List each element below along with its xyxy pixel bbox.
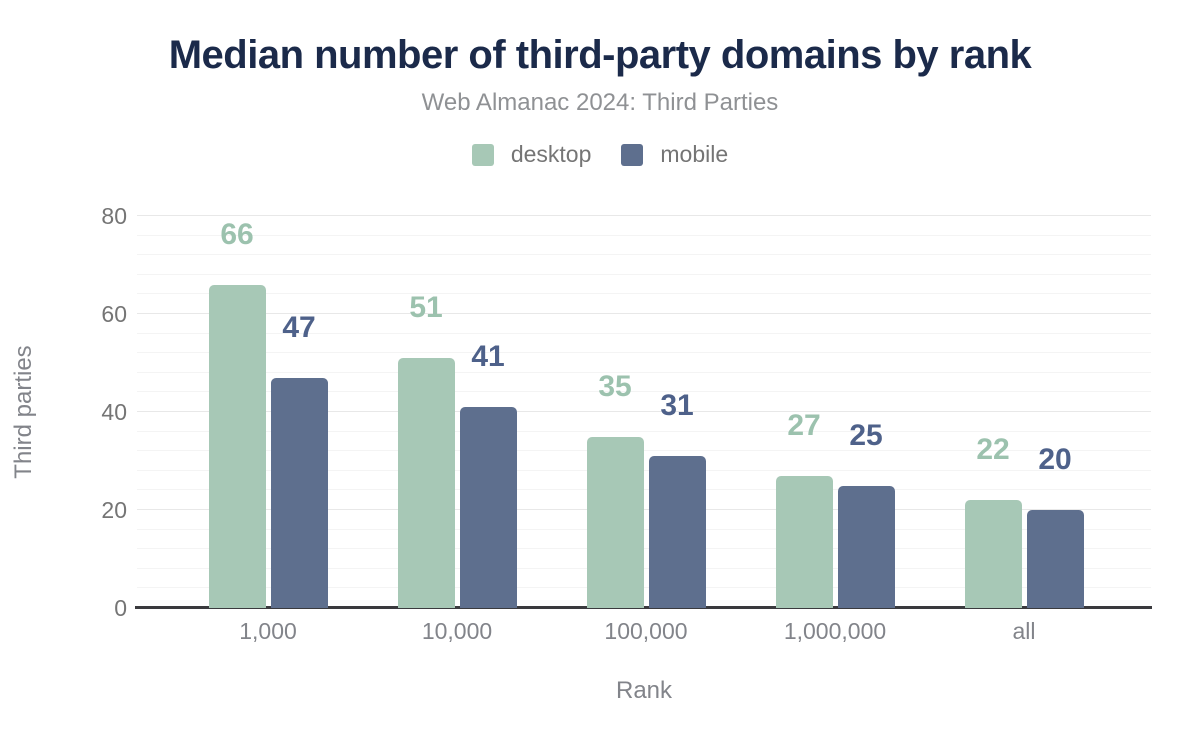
bar-mobile-1,000: [270, 377, 328, 608]
legend-item-desktop: desktop: [471, 141, 592, 167]
gridline-minor-16: [137, 528, 1151, 530]
legend-label-mobile: mobile: [660, 141, 729, 167]
value-label-mobile-all: 20: [1038, 443, 1072, 476]
bar-mobile-1,000,000: [837, 485, 895, 608]
gridline-minor-64: [137, 293, 1151, 295]
value-label-mobile-1,000,000: 25: [849, 418, 883, 452]
legend-label-desktop: desktop: [510, 141, 592, 167]
value-label-desktop-10,000: 51: [409, 291, 443, 325]
gridline-minor-48: [137, 371, 1151, 373]
x-tick-1,000: 1,000: [239, 618, 297, 644]
legend-swatch-mobile: [621, 143, 644, 166]
bar-mobile-all: [1026, 510, 1084, 608]
value-label-desktop-1,000,000: 27: [787, 408, 821, 442]
value-label-desktop-1,000: 66: [220, 217, 254, 251]
gridline-major-80: [137, 215, 1151, 216]
gridline-minor-8: [137, 567, 1151, 569]
plot-area: 66 47 51 41 35 31 27 25 22 20: [135, 215, 1152, 609]
gridline-major-60: [137, 313, 1151, 314]
x-tick-1,000,000: 1,000,000: [783, 618, 887, 644]
gridline-minor-68: [137, 273, 1151, 275]
y-tick-80: 80: [101, 203, 127, 229]
bar-desktop-all: [964, 500, 1022, 608]
bar-mobile-100,000: [648, 456, 706, 608]
gridline-minor-32: [137, 450, 1151, 452]
chart-title: Median number of third-party domains by …: [168, 33, 1032, 77]
x-tick-all: all: [1012, 618, 1036, 644]
y-tick-40: 40: [101, 399, 127, 425]
value-label-desktop-100,000: 35: [598, 369, 632, 403]
x-axis-title: Rank: [615, 677, 673, 704]
x-axis-line: [135, 606, 1152, 609]
y-tick-0: 0: [114, 595, 127, 621]
value-label-desktop-all: 22: [976, 433, 1010, 467]
bar-mobile-10,000: [459, 407, 517, 608]
value-label-mobile-1,000: 47: [282, 310, 316, 344]
gridline-minor-52: [137, 352, 1151, 354]
gridline-minor-36: [137, 430, 1151, 432]
gridline-major-40: [137, 411, 1151, 412]
gridline-minor-4: [137, 587, 1151, 589]
chart-subtitle: Web Almanac 2024: Third Parties: [421, 89, 779, 116]
legend-swatch-desktop: [471, 143, 494, 166]
x-tick-10,000: 10,000: [421, 618, 493, 644]
gridline-minor-28: [137, 469, 1151, 471]
bar-desktop-1,000,000: [775, 475, 833, 608]
gridline-major-20: [137, 509, 1151, 510]
legend: desktop mobile: [0, 143, 1200, 166]
gridline-minor-56: [137, 332, 1151, 334]
bar-desktop-1,000: [208, 284, 266, 608]
gridline-minor-44: [137, 391, 1151, 393]
bar-desktop-10,000: [397, 358, 455, 608]
y-axis-title: Third parties: [10, 345, 37, 479]
y-tick-60: 60: [101, 301, 127, 327]
value-label-mobile-100,000: 31: [660, 389, 694, 423]
gridline-minor-12: [137, 548, 1151, 550]
gridline-minor-72: [137, 254, 1151, 256]
legend-item-mobile: mobile: [621, 143, 728, 166]
gridline-minor-76: [137, 234, 1151, 236]
value-label-mobile-10,000: 41: [471, 340, 505, 374]
y-tick-20: 20: [101, 497, 127, 523]
x-tick-100,000: 100,000: [604, 618, 688, 644]
gridline-minor-24: [137, 489, 1151, 491]
bar-desktop-100,000: [586, 436, 644, 608]
